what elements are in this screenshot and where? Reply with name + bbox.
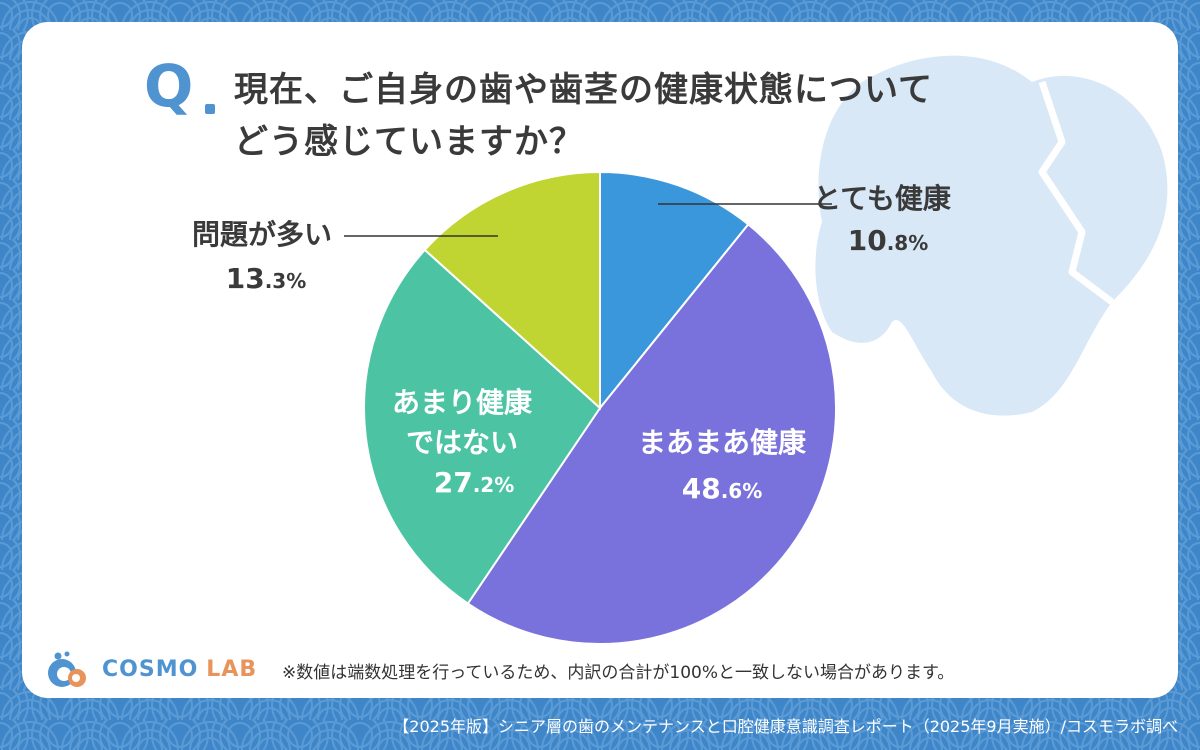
slice-value-0: 10.8% [848, 224, 929, 257]
slice-label-2-line-1: ではない [406, 426, 518, 459]
logo-text-cosmo: COSMO [102, 656, 199, 682]
slice-value-1: 48.6% [682, 472, 763, 505]
question-mark-dot [205, 104, 215, 114]
cosmo-lab-logo-icon [48, 651, 86, 687]
cosmo-lab-logo: COSMO LAB [44, 647, 257, 691]
source-credit: 【2025年版】シニア層の歯のメンテナンスと口腔健康意識調査レポート（2025年… [393, 717, 1178, 736]
pie-slice-0 [599, 170, 750, 411]
pie-slice-2 [363, 248, 602, 605]
tooth-illustration [815, 55, 1168, 416]
question-line-1: 現在、ご自身の歯や歯茎の健康状態について [234, 70, 933, 110]
main-card: Q 現在、ご自身の歯や歯茎の健康状態について どう感じていますか？ とても健康 1… [22, 22, 1178, 698]
slice-value-3: 13.3% [226, 262, 307, 295]
question-title: 現在、ご自身の歯や歯茎の健康状態について どう感じていますか？ [234, 64, 933, 168]
logo-text-lab: LAB [206, 656, 258, 682]
pie-slice-3 [423, 170, 601, 411]
slice-label-0: とても健康 [813, 182, 952, 215]
slice-label-2-line-0: あまり健康 [392, 386, 533, 419]
pie-slice-1 [466, 222, 837, 645]
footnote: ※数値は端数処理を行っているため、内訳の合計が100%と一致しない場合があります… [282, 663, 955, 683]
slice-label-3: 問題が多い [192, 218, 332, 251]
question-line-2: どう感じていますか？ [234, 122, 584, 162]
question-mark-q: Q [144, 52, 193, 120]
slice-value-2: 27.2% [434, 466, 515, 499]
slice-label-1: まあまあ健康 [638, 426, 807, 459]
